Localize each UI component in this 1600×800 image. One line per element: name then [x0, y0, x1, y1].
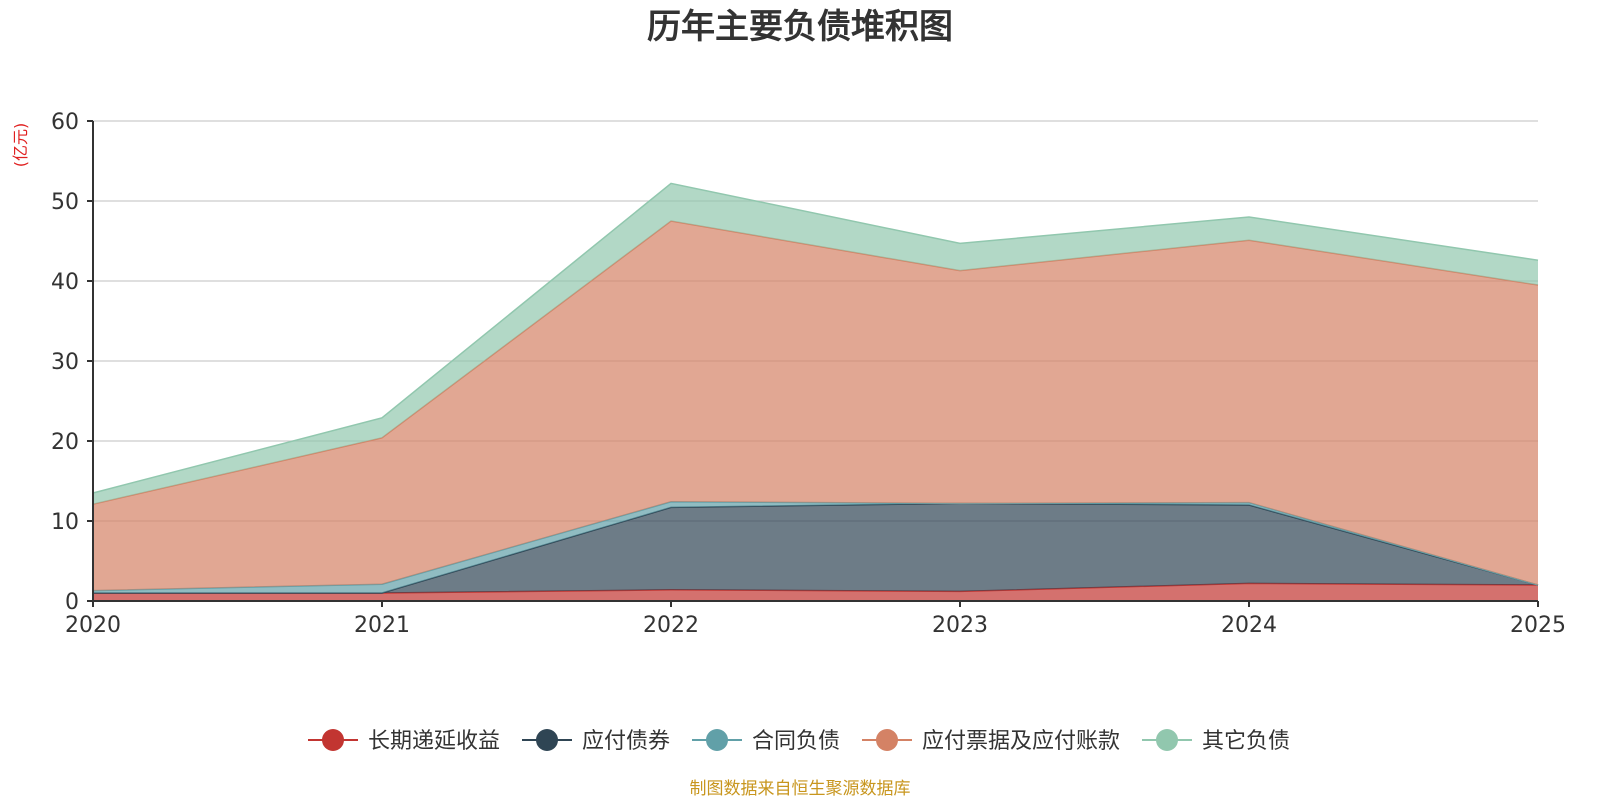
x-tick-label: 2023: [932, 613, 988, 638]
y-axis-unit: (亿元): [11, 123, 30, 168]
legend-marker: [706, 729, 728, 751]
x-tick-label: 2020: [65, 613, 121, 638]
y-tick-label: 10: [51, 510, 79, 535]
legend-marker: [876, 729, 898, 751]
area-series-1: [93, 503, 1538, 593]
legend-label: 其它负债: [1202, 729, 1290, 754]
legend-marker: [536, 729, 558, 751]
y-tick-label: 40: [51, 270, 79, 295]
legend-item-4[interactable]: 其它负债: [1142, 729, 1290, 754]
y-tick-label: 60: [51, 110, 79, 135]
y-tick-labels: 0 10 20 30 40 50 60: [51, 110, 79, 615]
y-tick-label: 50: [51, 190, 79, 215]
legend-marker: [1156, 729, 1178, 751]
legend-label: 应付债券: [582, 729, 670, 754]
x-tick-label: 2024: [1221, 613, 1277, 638]
chart-title: 历年主要负债堆积图: [647, 7, 953, 47]
x-tick-label: 2021: [354, 613, 410, 638]
y-tick-label: 0: [65, 590, 79, 615]
axes: [87, 120, 1539, 607]
area-series-2: [93, 501, 1538, 593]
x-tick-label: 2022: [643, 613, 699, 638]
legend-item-2[interactable]: 合同负债: [692, 729, 840, 754]
legend-marker: [322, 729, 344, 751]
legend-label: 合同负债: [752, 729, 840, 754]
y-tick-label: 30: [51, 350, 79, 375]
series-line-4: [92, 182, 1539, 494]
legend: 长期递延收益 应付债券 合同负债 应付票据及应付账款 其它负债: [308, 729, 1290, 754]
x-tick-label: 2025: [1510, 613, 1566, 638]
x-tick-labels: 2020 2021 2022 2023 2024 2025: [65, 613, 1566, 638]
stacked-areas: [92, 182, 1539, 601]
legend-item-3[interactable]: 应付票据及应付账款: [862, 729, 1120, 754]
data-source-note: 制图数据来自恒生聚源数据库: [690, 779, 911, 799]
area-series-3: [93, 221, 1538, 591]
area-series-0: [93, 583, 1538, 601]
legend-label: 长期递延收益: [368, 729, 500, 754]
legend-item-1[interactable]: 应付债券: [522, 729, 670, 754]
y-tick-label: 20: [51, 430, 79, 455]
legend-label: 应付票据及应付账款: [922, 729, 1120, 754]
legend-item-0[interactable]: 长期递延收益: [308, 729, 500, 754]
